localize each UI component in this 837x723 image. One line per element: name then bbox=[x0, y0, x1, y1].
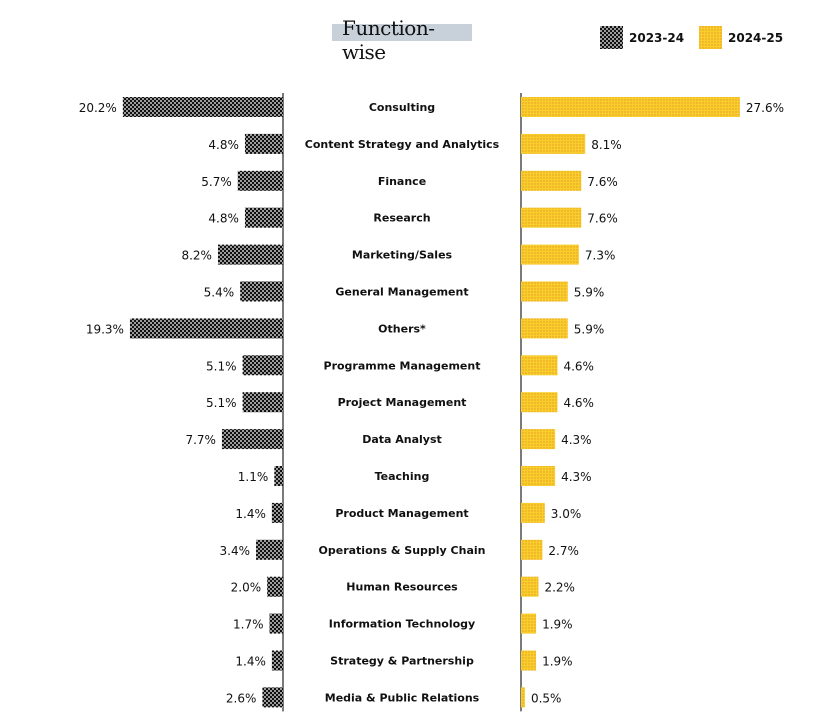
data-label-2024-25: 27.6% bbox=[746, 101, 784, 115]
bar-2024-25 bbox=[521, 687, 525, 708]
bar-2024-25 bbox=[521, 170, 582, 191]
bar-2023-24 bbox=[262, 687, 283, 708]
data-label-2023-24: 1.1% bbox=[238, 470, 269, 484]
bar-2024-25 bbox=[521, 244, 579, 265]
data-label-2024-25: 4.6% bbox=[563, 359, 594, 373]
title-highlight bbox=[332, 24, 472, 41]
bar-2024-25 bbox=[521, 97, 740, 117]
data-label-2024-25: 1.9% bbox=[542, 655, 573, 669]
data-label-2023-24: 5.1% bbox=[206, 396, 237, 410]
legend-swatch-2023-24 bbox=[600, 26, 623, 49]
data-label-2023-24: 1.4% bbox=[235, 655, 266, 669]
data-label-2023-24: 1.4% bbox=[235, 507, 266, 521]
bar-2024-25 bbox=[521, 539, 543, 560]
category-label: Operations & Supply Chain bbox=[319, 544, 486, 557]
data-label-2024-25: 1.9% bbox=[542, 618, 573, 632]
category-label: Media & Public Relations bbox=[325, 691, 480, 704]
bar-2023-24 bbox=[271, 502, 283, 523]
data-label-2024-25: 7.6% bbox=[587, 212, 618, 226]
data-label-2024-25: 8.1% bbox=[591, 138, 622, 152]
bar-2023-24 bbox=[221, 429, 283, 450]
data-label-2023-24: 20.2% bbox=[79, 101, 117, 115]
legend-item-2024-25: 2024-25 bbox=[699, 26, 783, 49]
category-label: Consulting bbox=[369, 101, 435, 114]
bar-2024-25 bbox=[521, 429, 556, 450]
data-label-2023-24: 3.4% bbox=[220, 544, 251, 558]
category-label: Teaching bbox=[375, 470, 430, 483]
bar-2023-24 bbox=[122, 97, 284, 117]
data-label-2023-24: 5.1% bbox=[206, 359, 237, 373]
bar-2023-24 bbox=[271, 650, 283, 671]
bar-2023-24 bbox=[274, 466, 283, 486]
category-label: Content Strategy and Analytics bbox=[305, 138, 500, 151]
bar-2023-24 bbox=[256, 539, 283, 560]
category-label: Product Management bbox=[335, 507, 468, 520]
bar-2024-25 bbox=[521, 502, 545, 523]
bar-2023-24 bbox=[242, 355, 283, 376]
data-label-2023-24: 5.7% bbox=[201, 175, 232, 189]
category-label: Human Resources bbox=[346, 581, 458, 594]
bar-2024-25 bbox=[521, 355, 558, 376]
bar-2024-25 bbox=[521, 650, 537, 671]
bar-2024-25 bbox=[521, 207, 582, 228]
data-label-2023-24: 1.7% bbox=[233, 618, 264, 632]
data-label-2023-24: 4.8% bbox=[208, 138, 239, 152]
data-label-2024-25: 7.3% bbox=[585, 249, 616, 263]
data-label-2024-25: 4.6% bbox=[563, 396, 594, 410]
bar-2024-25 bbox=[521, 281, 568, 302]
title-text: Function-wise bbox=[342, 16, 435, 64]
data-label-2024-25: 2.7% bbox=[548, 544, 579, 558]
chart-title: Function-wise bbox=[332, 16, 472, 64]
data-label-2024-25: 4.3% bbox=[561, 470, 592, 484]
category-label: Information Technology bbox=[329, 618, 475, 631]
category-label: Programme Management bbox=[324, 359, 481, 372]
bar-2023-24 bbox=[129, 318, 283, 339]
legend-swatch-2024-25 bbox=[699, 26, 722, 49]
bar-2024-25 bbox=[521, 613, 537, 634]
data-label-2023-24: 2.0% bbox=[231, 581, 262, 595]
legend-label: 2023-24 bbox=[629, 30, 685, 45]
data-label-2024-25: 3.0% bbox=[551, 507, 582, 521]
data-label-2024-25: 5.9% bbox=[574, 322, 605, 336]
category-label: Strategy & Partnership bbox=[330, 655, 474, 668]
bar-2024-25 bbox=[521, 318, 568, 339]
data-label-2023-24: 7.7% bbox=[185, 433, 216, 447]
bar-2023-24 bbox=[237, 170, 283, 191]
category-label: Others* bbox=[378, 322, 426, 335]
data-label-2023-24: 2.6% bbox=[226, 691, 257, 705]
category-label: Marketing/Sales bbox=[352, 249, 453, 262]
bar-2024-25 bbox=[521, 133, 586, 154]
data-label-2024-25: 5.9% bbox=[574, 286, 605, 300]
category-label: Research bbox=[373, 212, 430, 225]
bar-2023-24 bbox=[267, 576, 283, 597]
bar-2024-25 bbox=[521, 466, 556, 486]
data-label-2023-24: 4.8% bbox=[208, 212, 239, 226]
data-label-2023-24: 19.3% bbox=[86, 322, 124, 336]
bar-2023-24 bbox=[244, 207, 283, 228]
bar-2023-24 bbox=[217, 244, 283, 265]
bar-2024-25 bbox=[521, 392, 558, 413]
legend-item-2023-24: 2023-24 bbox=[600, 26, 684, 49]
category-label: Data Analyst bbox=[362, 433, 442, 446]
bar-2023-24 bbox=[269, 613, 283, 634]
category-label: Project Management bbox=[338, 396, 467, 409]
category-label: Finance bbox=[378, 175, 426, 188]
category-label: General Management bbox=[335, 286, 468, 299]
bar-2024-25 bbox=[521, 576, 539, 597]
data-label-2024-25: 0.5% bbox=[531, 691, 562, 705]
data-label-2023-24: 5.4% bbox=[204, 286, 235, 300]
data-label-2024-25: 2.2% bbox=[544, 581, 575, 595]
data-label-2024-25: 7.6% bbox=[587, 175, 618, 189]
legend-label: 2024-25 bbox=[728, 30, 784, 45]
bar-2023-24 bbox=[244, 133, 283, 154]
data-label-2023-24: 8.2% bbox=[181, 249, 212, 263]
data-label-2024-25: 4.3% bbox=[561, 433, 592, 447]
bar-2023-24 bbox=[240, 281, 283, 302]
bar-2023-24 bbox=[242, 392, 283, 413]
